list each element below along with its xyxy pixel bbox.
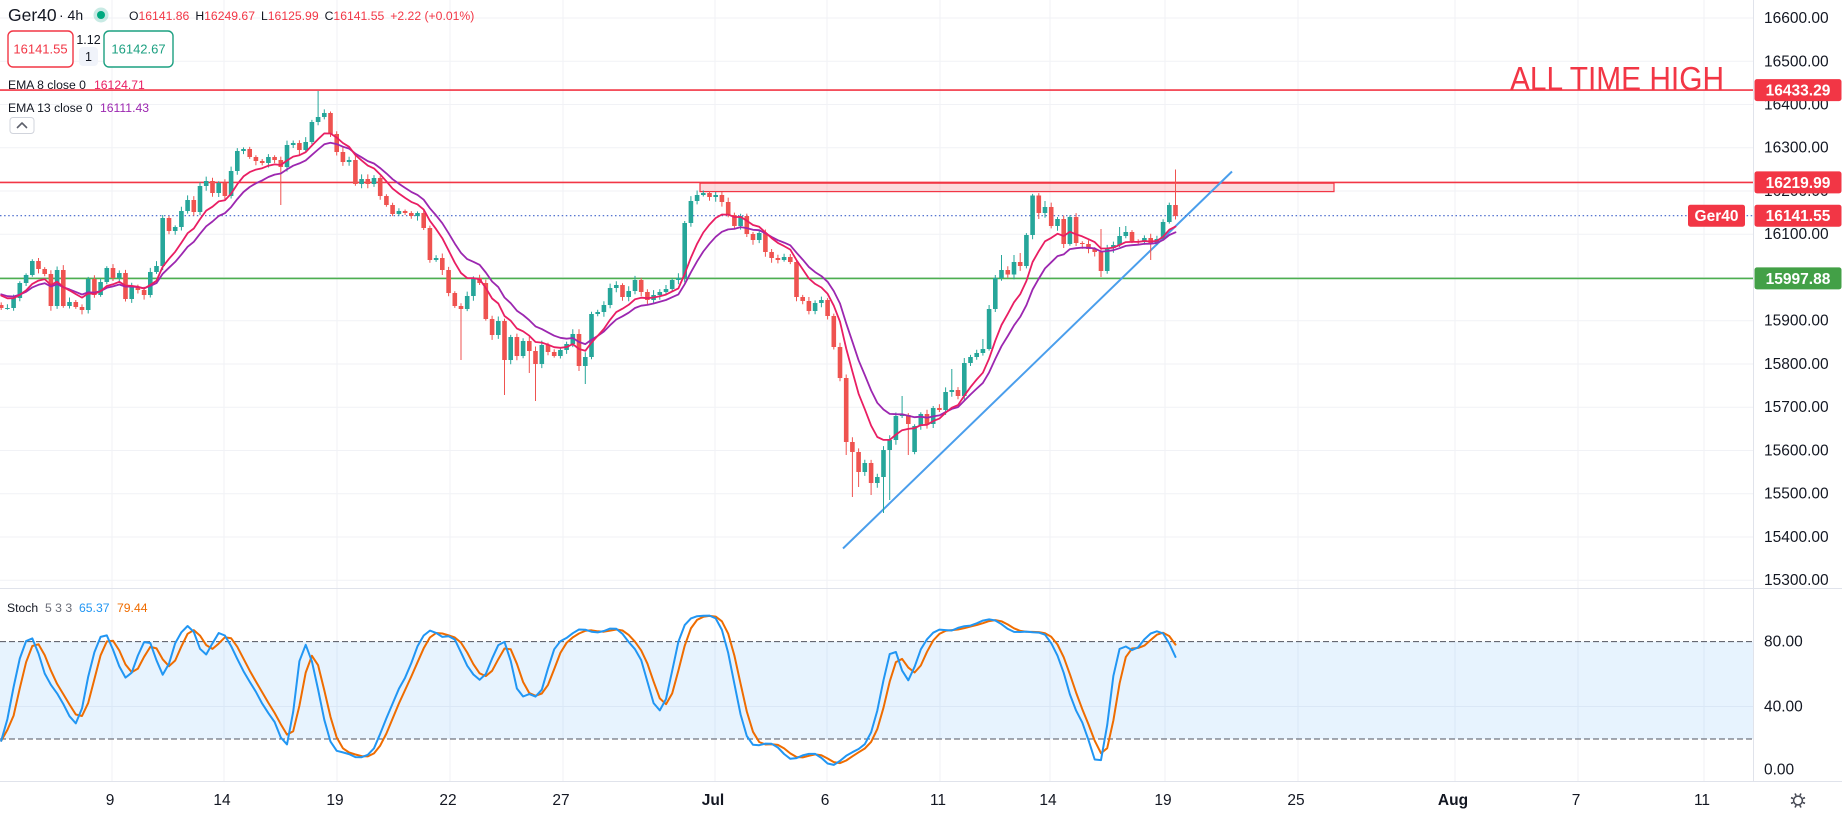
svg-text:15600.00: 15600.00 bbox=[1764, 443, 1829, 460]
svg-text:14: 14 bbox=[213, 792, 231, 809]
svg-text:0.00: 0.00 bbox=[1764, 761, 1795, 778]
svg-text:Aug: Aug bbox=[1438, 792, 1468, 809]
svg-text:27: 27 bbox=[552, 792, 569, 809]
svg-text:16300.00: 16300.00 bbox=[1764, 140, 1829, 157]
svg-text:19: 19 bbox=[1154, 792, 1171, 809]
svg-text:16142.67: 16142.67 bbox=[111, 42, 165, 57]
svg-text:19: 19 bbox=[326, 792, 343, 809]
svg-text:22: 22 bbox=[439, 792, 456, 809]
svg-text:16433.29: 16433.29 bbox=[1766, 83, 1831, 100]
svg-text:ALL TIME HIGH: ALL TIME HIGH bbox=[1510, 60, 1724, 97]
svg-text:40.00: 40.00 bbox=[1764, 699, 1803, 716]
svg-text:9: 9 bbox=[106, 792, 115, 809]
svg-text:Ger40: Ger40 bbox=[8, 5, 57, 25]
svg-text:14: 14 bbox=[1039, 792, 1057, 809]
svg-text:16141.55: 16141.55 bbox=[13, 42, 67, 57]
svg-text:15300.00: 15300.00 bbox=[1764, 572, 1829, 589]
svg-text:15700.00: 15700.00 bbox=[1764, 399, 1829, 416]
svg-text:6: 6 bbox=[821, 792, 830, 809]
svg-text:15800.00: 15800.00 bbox=[1764, 356, 1829, 373]
svg-text:1: 1 bbox=[85, 50, 92, 64]
svg-text:Ger40: Ger40 bbox=[1695, 208, 1739, 225]
svg-text:15997.88: 15997.88 bbox=[1766, 271, 1831, 288]
svg-text:16500.00: 16500.00 bbox=[1764, 53, 1829, 70]
svg-text:80.00: 80.00 bbox=[1764, 634, 1803, 651]
svg-text:25: 25 bbox=[1287, 792, 1304, 809]
svg-text:16100.00: 16100.00 bbox=[1764, 226, 1829, 243]
svg-text:1.12: 1.12 bbox=[76, 33, 100, 47]
svg-text:16141.55: 16141.55 bbox=[1766, 208, 1831, 225]
svg-text:11: 11 bbox=[1694, 792, 1710, 809]
svg-text:11: 11 bbox=[930, 792, 946, 809]
svg-text:Jul: Jul bbox=[702, 792, 724, 809]
svg-text:· 4h: · 4h bbox=[59, 7, 83, 23]
svg-text:16600.00: 16600.00 bbox=[1764, 10, 1829, 27]
svg-text:7: 7 bbox=[1572, 792, 1581, 809]
svg-text:16219.99: 16219.99 bbox=[1766, 175, 1831, 192]
svg-text:15900.00: 15900.00 bbox=[1764, 313, 1829, 330]
svg-text:15500.00: 15500.00 bbox=[1764, 486, 1829, 503]
svg-text:15400.00: 15400.00 bbox=[1764, 529, 1829, 546]
